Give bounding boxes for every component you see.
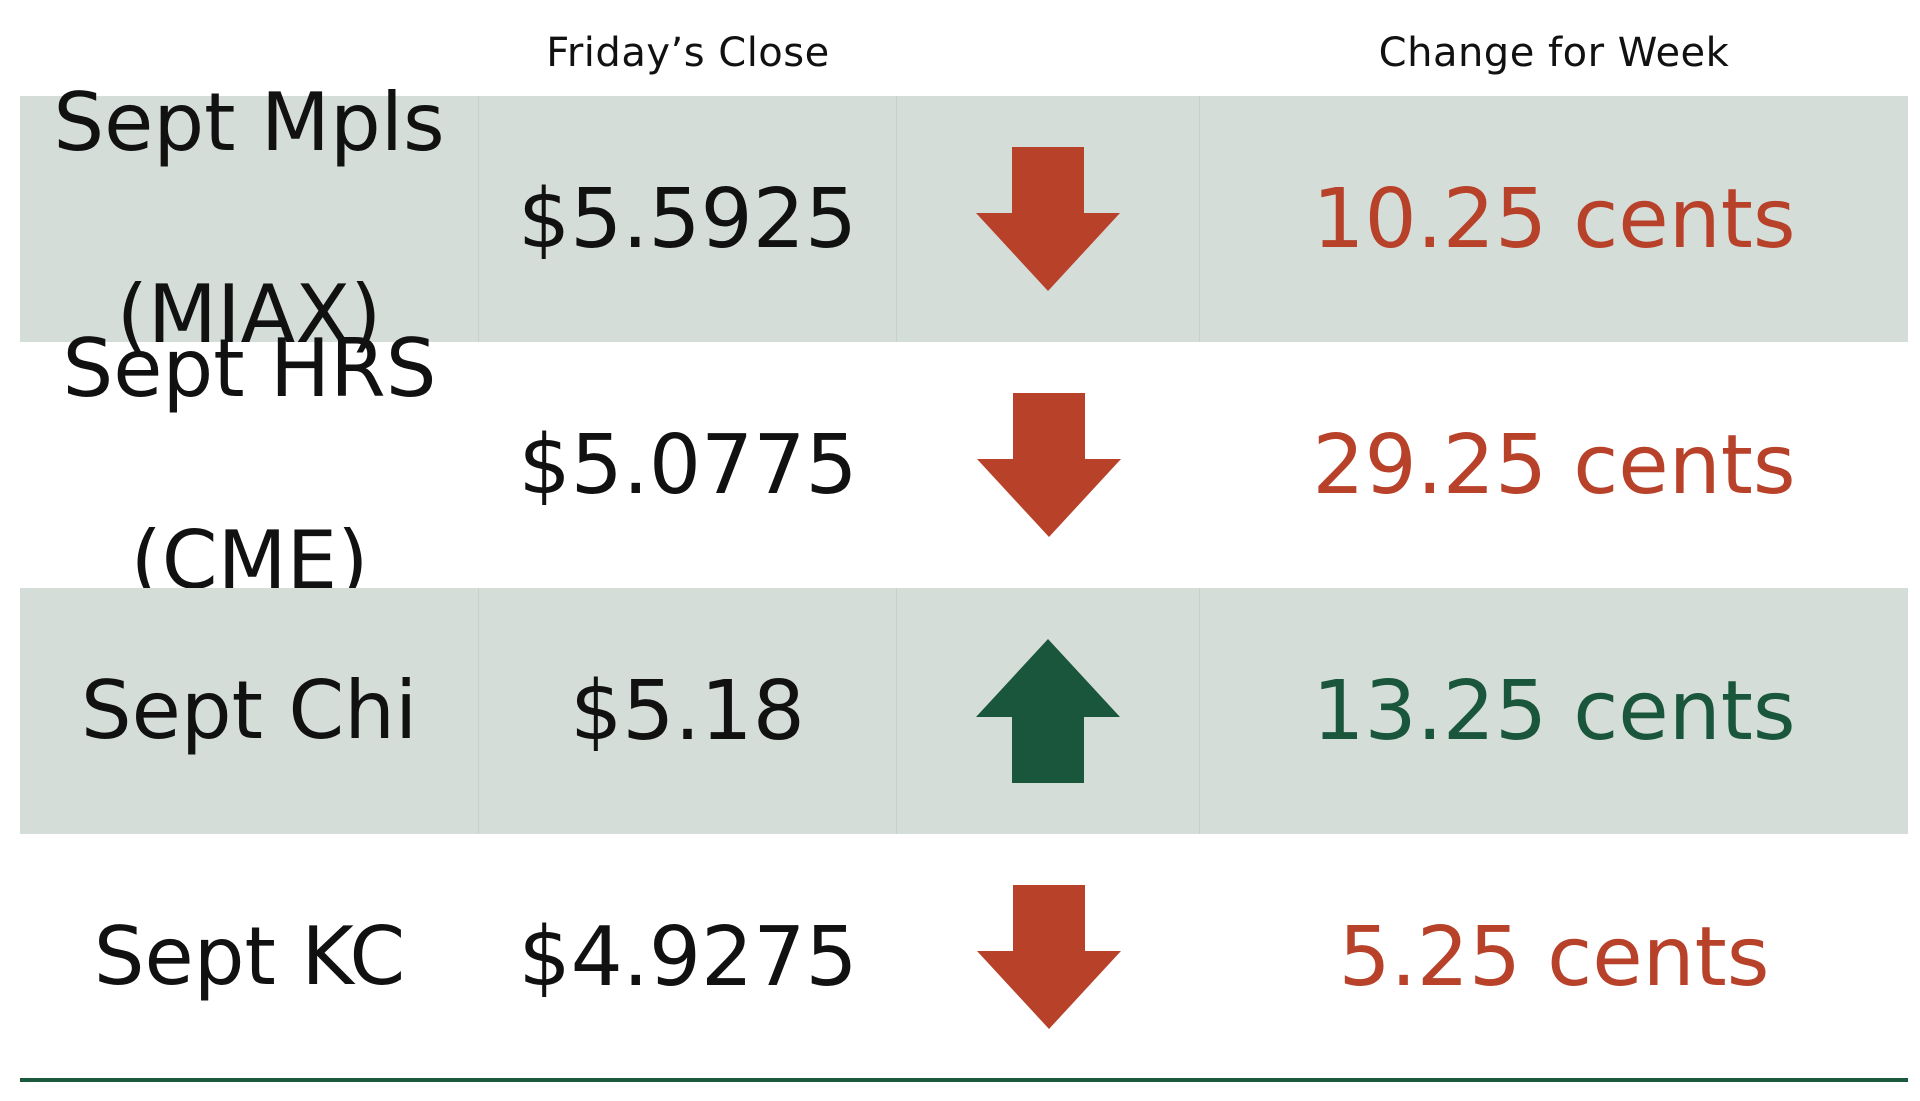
arrow-down-shape — [976, 147, 1120, 291]
arrow-down-icon — [976, 885, 1121, 1029]
arrow-up-icon — [976, 639, 1120, 783]
arrow-up-shape — [976, 639, 1120, 783]
bottom-divider — [20, 1078, 1908, 1082]
weekly-change-value: 10.25 cents — [1312, 171, 1796, 267]
arrow-down-icon — [976, 147, 1120, 291]
arrow-down-shape — [976, 885, 1121, 1029]
contract-name-cell: Sept HRS (CME) — [20, 322, 479, 607]
fridays-close-value: $5.18 — [570, 663, 805, 759]
fridays-close-cell: $5.5925 — [479, 96, 897, 342]
weekly-change-cell: 5.25 cents — [1200, 834, 1908, 1080]
weekly-change-value: 29.25 cents — [1312, 417, 1796, 513]
price-table: Sept Mpls (MIAX) $5.5925 10.25 cents Sep… — [20, 76, 1908, 1080]
fridays-close-value: $5.5925 — [517, 171, 858, 267]
table-row: Sept KC $4.9275 5.25 cents — [20, 834, 1908, 1080]
direction-cell — [897, 834, 1200, 1080]
contract-name: Sept Chi — [80, 664, 418, 757]
fridays-close-cell: $4.9275 — [479, 834, 897, 1080]
weekly-change-cell: 29.25 cents — [1200, 342, 1908, 588]
arrow-down-icon — [976, 885, 1121, 1029]
weekly-change-value: 5.25 cents — [1338, 909, 1770, 1005]
direction-cell — [897, 342, 1200, 588]
weekly-change-cell: 10.25 cents — [1200, 96, 1908, 342]
fridays-close-value: $4.9275 — [518, 909, 858, 1005]
arrow-down-icon — [976, 393, 1121, 537]
contract-name-cell: Sept Chi — [20, 588, 479, 834]
table-header: Friday’s Close Change for Week — [20, 0, 1908, 96]
column-header-change-for-week: Change for Week — [1378, 30, 1730, 76]
arrow-down-icon — [976, 147, 1120, 291]
contract-name-cell: Sept KC — [20, 834, 479, 1080]
arrow-up-icon — [976, 639, 1120, 783]
direction-cell — [897, 96, 1200, 342]
weekly-change-cell: 13.25 cents — [1200, 588, 1908, 834]
contract-name: Sept HRS — [62, 322, 437, 415]
weekly-change-value: 13.25 cents — [1312, 663, 1796, 759]
column-header-fridays-close: Friday’s Close — [546, 30, 830, 76]
contract-exchange: (MIAX) — [116, 268, 382, 361]
table-row: Sept Mpls (MIAX) $5.5925 10.25 cents — [20, 76, 1908, 361]
contract-name: Sept Mpls — [53, 76, 445, 169]
contract-name-cell: Sept Mpls (MIAX) — [20, 76, 479, 361]
fridays-close-value: $5.0775 — [518, 417, 858, 513]
arrow-down-shape — [976, 393, 1121, 537]
fridays-close-cell: $5.18 — [479, 588, 897, 834]
table-row: Sept HRS (CME) $5.0775 29.25 cents — [20, 322, 1908, 607]
arrow-down-icon — [976, 393, 1121, 537]
direction-cell — [897, 588, 1200, 834]
fridays-close-cell: $5.0775 — [479, 342, 897, 588]
contract-name: Sept KC — [93, 910, 406, 1003]
table-row: Sept Chi $5.18 13.25 cents — [20, 588, 1908, 834]
